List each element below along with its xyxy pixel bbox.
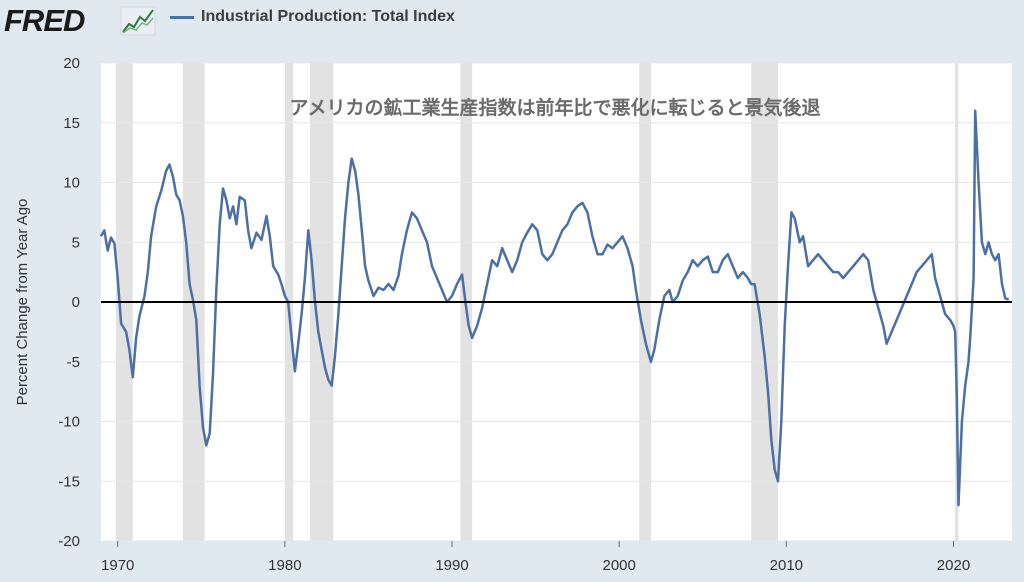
legend-swatch [170,15,194,19]
x-tick-label: 1970 [101,557,134,574]
gridlines [101,62,1012,542]
x-axis-ticks: 1970 1980 1990 2000 2010 2020 [101,541,970,574]
x-tick-label: 2020 [937,557,970,574]
x-tick-label: 1980 [268,557,301,574]
y-tick-label: 10 [63,175,80,192]
y-tick-label: -20 [58,533,80,550]
y-tick-label: -5 [67,354,80,371]
y-tick-label: 20 [63,55,80,72]
legend-label: Industrial Production: Total Index [201,8,455,25]
chart-header: FRED Industrial Production: Total Index [0,0,1024,44]
y-tick-label: 5 [72,234,80,251]
y-tick-label: -10 [58,414,80,431]
y-tick-label: 15 [63,115,80,132]
legend: Industrial Production: Total Index [170,8,455,26]
chart-title: アメリカの鉱工業生産指数は前年比で悪化に転じると景気後退 [289,96,820,119]
x-tick-label: 1990 [435,557,468,574]
fred-logo[interactable]: FRED [4,3,85,38]
line-chart-icon [120,6,156,36]
x-tick-label: 2000 [602,557,635,574]
y-tick-label: 0 [72,294,80,311]
y-tick-label: -15 [58,473,80,490]
x-tick-label: 2010 [770,557,803,574]
y-axis-label: Percent Change from Year Ago [14,199,31,406]
series-line [99,109,1010,507]
y-axis-ticks: 20 15 10 5 0 -5 -10 -15 -20 [58,55,80,550]
